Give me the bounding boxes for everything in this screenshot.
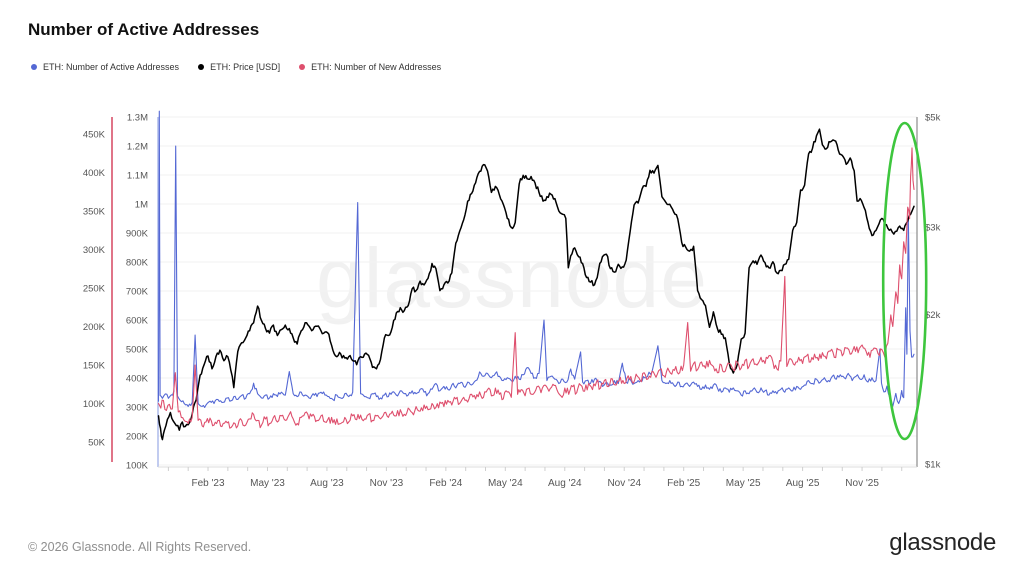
y-tick-active-addresses: 900K [126, 229, 149, 240]
x-tick-label: Feb '23 [191, 478, 224, 489]
y-tick-active-addresses: 500K [126, 345, 149, 356]
y-tick-price: $5k [925, 113, 941, 124]
x-tick-label: Feb '24 [429, 478, 462, 489]
y-tick-active-addresses: 1.3M [127, 113, 148, 124]
y-tick-new-addresses: 350K [83, 207, 106, 218]
legend: ETH: Number of Active Addresses ETH: Pri… [31, 62, 441, 72]
x-tick-label: Aug '25 [786, 478, 820, 489]
legend-item-label: ETH: Number of Active Addresses [43, 62, 180, 72]
y-tick-new-addresses: 50K [88, 438, 106, 449]
y-tick-new-addresses: 400K [83, 168, 106, 179]
legend-dot-new-icon [299, 64, 306, 70]
y-tick-active-addresses: 800K [126, 258, 149, 269]
annotation-ellipse [881, 121, 928, 441]
y-tick-new-addresses: 300K [83, 245, 106, 256]
x-tick-label: May '25 [726, 478, 761, 489]
footer-copyright: © 2026 Glassnode. All Rights Reserved. [28, 540, 252, 554]
y-tick-new-addresses: 200K [83, 322, 106, 333]
x-tick-label: Nov '23 [370, 478, 404, 489]
series-line-1 [157, 128, 915, 441]
x-tick-label: Feb '25 [667, 478, 700, 489]
y-tick-new-addresses: 250K [83, 284, 106, 295]
y-tick-price: $3k [925, 223, 941, 234]
legend-dot-price-icon [198, 64, 205, 70]
x-tick-label: Aug '24 [548, 478, 582, 489]
y-tick-active-addresses: 1.1M [127, 171, 148, 182]
y-tick-active-addresses: 300K [126, 403, 149, 414]
y-tick-active-addresses: 100K [126, 461, 149, 472]
y-tick-active-addresses: 700K [126, 287, 149, 298]
legend-item-label: ETH: Price [USD] [210, 62, 281, 72]
y-tick-active-addresses: 1M [135, 200, 148, 211]
y-tick-price: $1k [925, 460, 941, 471]
y-tick-new-addresses: 450K [83, 130, 106, 141]
legend-item-price[interactable]: ETH: Price [USD] [198, 62, 280, 72]
legend-item-active-addresses[interactable]: ETH: Number of Active Addresses [31, 62, 179, 72]
x-tick-label: May '23 [250, 478, 285, 489]
x-tick-label: Nov '24 [607, 478, 641, 489]
glassnode-logo: glassnode [889, 529, 996, 556]
series-line-2 [157, 147, 915, 429]
x-tick-label: Nov '25 [845, 478, 879, 489]
x-tick-label: Aug '23 [310, 478, 344, 489]
legend-item-new-addresses[interactable]: ETH: Number of New Addresses [299, 62, 441, 72]
y-tick-active-addresses: 1.2M [127, 142, 148, 153]
page-title: Number of Active Addresses [28, 20, 260, 39]
series-line-0 [157, 110, 915, 408]
y-tick-active-addresses: 200K [126, 432, 149, 443]
glassnode-watermark: glassnode [316, 231, 708, 325]
y-tick-active-addresses: 600K [126, 316, 149, 327]
y-tick-new-addresses: 100K [83, 399, 106, 410]
legend-dot-active-icon [31, 64, 37, 70]
y-tick-price: $2k [925, 310, 941, 321]
x-tick-label: May '24 [488, 478, 523, 489]
y-tick-active-addresses: 400K [126, 374, 149, 385]
legend-item-label: ETH: Number of New Addresses [311, 62, 442, 72]
y-tick-new-addresses: 150K [83, 361, 106, 372]
